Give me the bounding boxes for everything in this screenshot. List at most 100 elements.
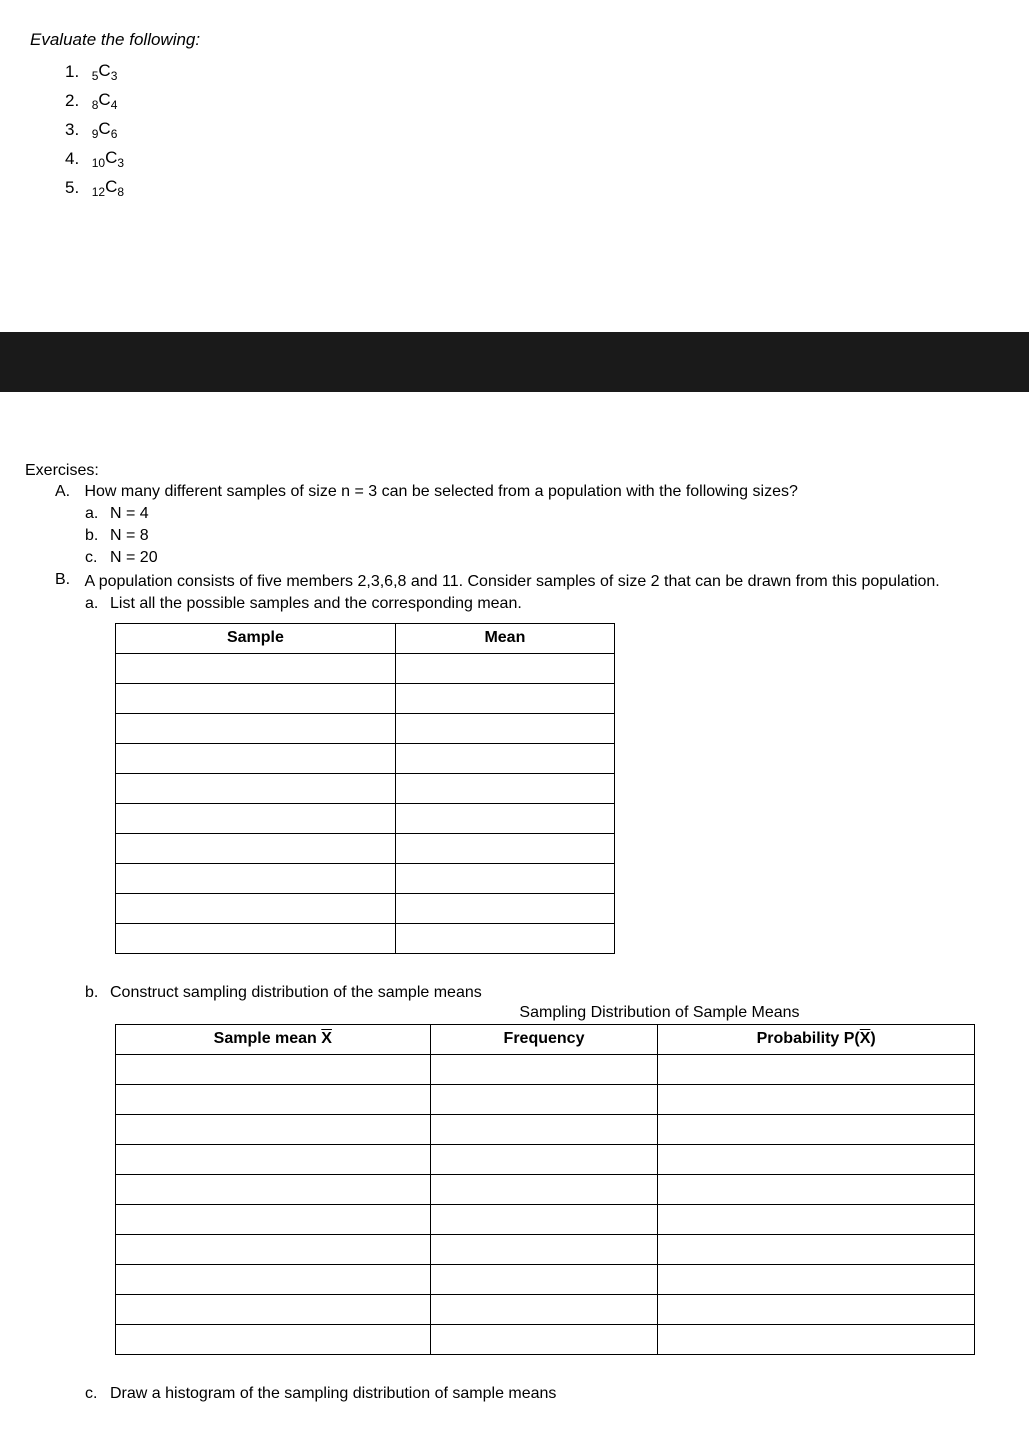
sample-cell — [116, 803, 396, 833]
evaluate-heading: Evaluate the following: — [30, 30, 999, 50]
sub-b-row: b. Construct sampling distribution of th… — [85, 984, 1004, 1002]
c-letter: C — [98, 62, 110, 79]
part-a-sub-item: a.N = 4 — [85, 503, 1004, 525]
exercise-b-sub-c: c. Draw a histogram of the sampling dist… — [55, 1385, 1004, 1403]
combination-item: 2. 8C4 — [65, 87, 999, 116]
sample-mean-cell — [116, 1264, 431, 1294]
exercise-b-text: A population consists of five members 2,… — [84, 571, 1003, 593]
n-value: 9 — [92, 128, 99, 140]
table-row — [116, 1204, 975, 1234]
part-a-sub-item: c.N = 20 — [85, 547, 1004, 569]
table-row — [116, 713, 615, 743]
exercises-section: Exercises: A. How many different samples… — [0, 462, 1029, 1402]
exercise-a-sublist: a.N = 4b.N = 8c.N = 20 — [55, 503, 1004, 568]
table-row — [116, 833, 615, 863]
table-row — [116, 1174, 975, 1204]
probability-cell — [658, 1144, 975, 1174]
table-row — [116, 803, 615, 833]
frequency-cell — [430, 1324, 658, 1354]
mean-cell — [395, 833, 614, 863]
frequency-cell — [430, 1114, 658, 1144]
part-a-sub-item: b.N = 8 — [85, 525, 1004, 547]
combination-expr: 8C4 — [92, 91, 118, 108]
mean-cell — [395, 893, 614, 923]
sample-mean-cell — [116, 1294, 431, 1324]
sample-cell — [116, 653, 396, 683]
r-value: 8 — [117, 186, 124, 198]
probability-cell — [658, 1294, 975, 1324]
table-row — [116, 743, 615, 773]
mean-cell — [395, 803, 614, 833]
frequency-cell — [430, 1264, 658, 1294]
combination-item: 4. 10C3 — [65, 145, 999, 174]
frequency-cell — [430, 1234, 658, 1264]
sub-c-row: c. Draw a histogram of the sampling dist… — [85, 1385, 1004, 1403]
table-row — [116, 683, 615, 713]
n-value: 5 — [92, 70, 99, 82]
probability-cell — [658, 1324, 975, 1354]
exercise-b: B. A population consists of five members… — [55, 571, 1004, 1403]
sample-mean-cell — [116, 1054, 431, 1084]
sub-item-text: N = 8 — [110, 527, 149, 544]
sample-mean-cell — [116, 1144, 431, 1174]
sample-cell — [116, 743, 396, 773]
sample-cell — [116, 893, 396, 923]
c-letter: C — [105, 149, 117, 166]
table-row — [116, 1114, 975, 1144]
exercise-a-label: A. — [55, 483, 80, 501]
probability-header: Probability P(X) — [658, 1024, 975, 1054]
sub-b-text: Construct sampling distribution of the s… — [110, 984, 1004, 1002]
exercise-b-sub-b: b. Construct sampling distribution of th… — [55, 984, 1004, 1002]
sub-item-label: a. — [85, 503, 110, 525]
r-value: 3 — [117, 157, 124, 169]
n-value: 12 — [92, 186, 105, 198]
sample-cell — [116, 713, 396, 743]
n-value: 8 — [92, 99, 99, 111]
item-number: 5. — [65, 174, 87, 203]
table-row — [116, 1264, 975, 1294]
table-row — [116, 923, 615, 953]
sub-item-label: c. — [85, 547, 110, 569]
x-bar-symbol-2: X — [860, 1030, 871, 1047]
sample-header: Sample — [116, 623, 396, 653]
mean-header: Mean — [395, 623, 614, 653]
item-number: 2. — [65, 87, 87, 116]
sub-c-label: c. — [85, 1385, 110, 1403]
frequency-cell — [430, 1084, 658, 1114]
sub-item-text: N = 20 — [110, 549, 158, 566]
mean-cell — [395, 743, 614, 773]
dist-table-container: Sampling Distribution of Sample Means Sa… — [115, 1004, 1004, 1355]
table-row — [116, 1234, 975, 1264]
prob-text-2: ) — [870, 1030, 875, 1047]
sample-mean-x-header: Sample mean X — [116, 1024, 431, 1054]
frequency-cell — [430, 1204, 658, 1234]
sample-cell — [116, 863, 396, 893]
sample-mean-cell — [116, 1324, 431, 1354]
sample-cell — [116, 833, 396, 863]
sub-b-label: b. — [85, 984, 110, 1002]
sm-header-text: Sample mean — [214, 1030, 322, 1047]
probability-cell — [658, 1204, 975, 1234]
sample-mean-cell — [116, 1114, 431, 1144]
table-row — [116, 1054, 975, 1084]
exercise-b-sub-a: a. List all the possible samples and the… — [55, 595, 1004, 613]
sample-mean-cell — [116, 1204, 431, 1234]
c-letter: C — [98, 120, 110, 137]
combination-item: 3. 9C6 — [65, 116, 999, 145]
mean-cell — [395, 683, 614, 713]
item-number: 4. — [65, 145, 87, 174]
sample-cell — [116, 773, 396, 803]
combination-list: 1. 5C32. 8C43. 9C64. 10C35. 12C8 — [30, 58, 999, 202]
combination-item: 5. 12C8 — [65, 174, 999, 203]
prob-text-1: Probability P( — [757, 1030, 860, 1047]
frequency-header: Frequency — [430, 1024, 658, 1054]
table-row — [116, 1324, 975, 1354]
combination-expr: 12C8 — [92, 178, 124, 195]
sample-mean-cell — [116, 1174, 431, 1204]
r-value: 4 — [111, 99, 118, 111]
table-row — [116, 773, 615, 803]
exercise-b-label: B. — [55, 571, 80, 589]
sub-item-text: N = 4 — [110, 505, 149, 522]
mean-cell — [395, 713, 614, 743]
table-row — [116, 893, 615, 923]
